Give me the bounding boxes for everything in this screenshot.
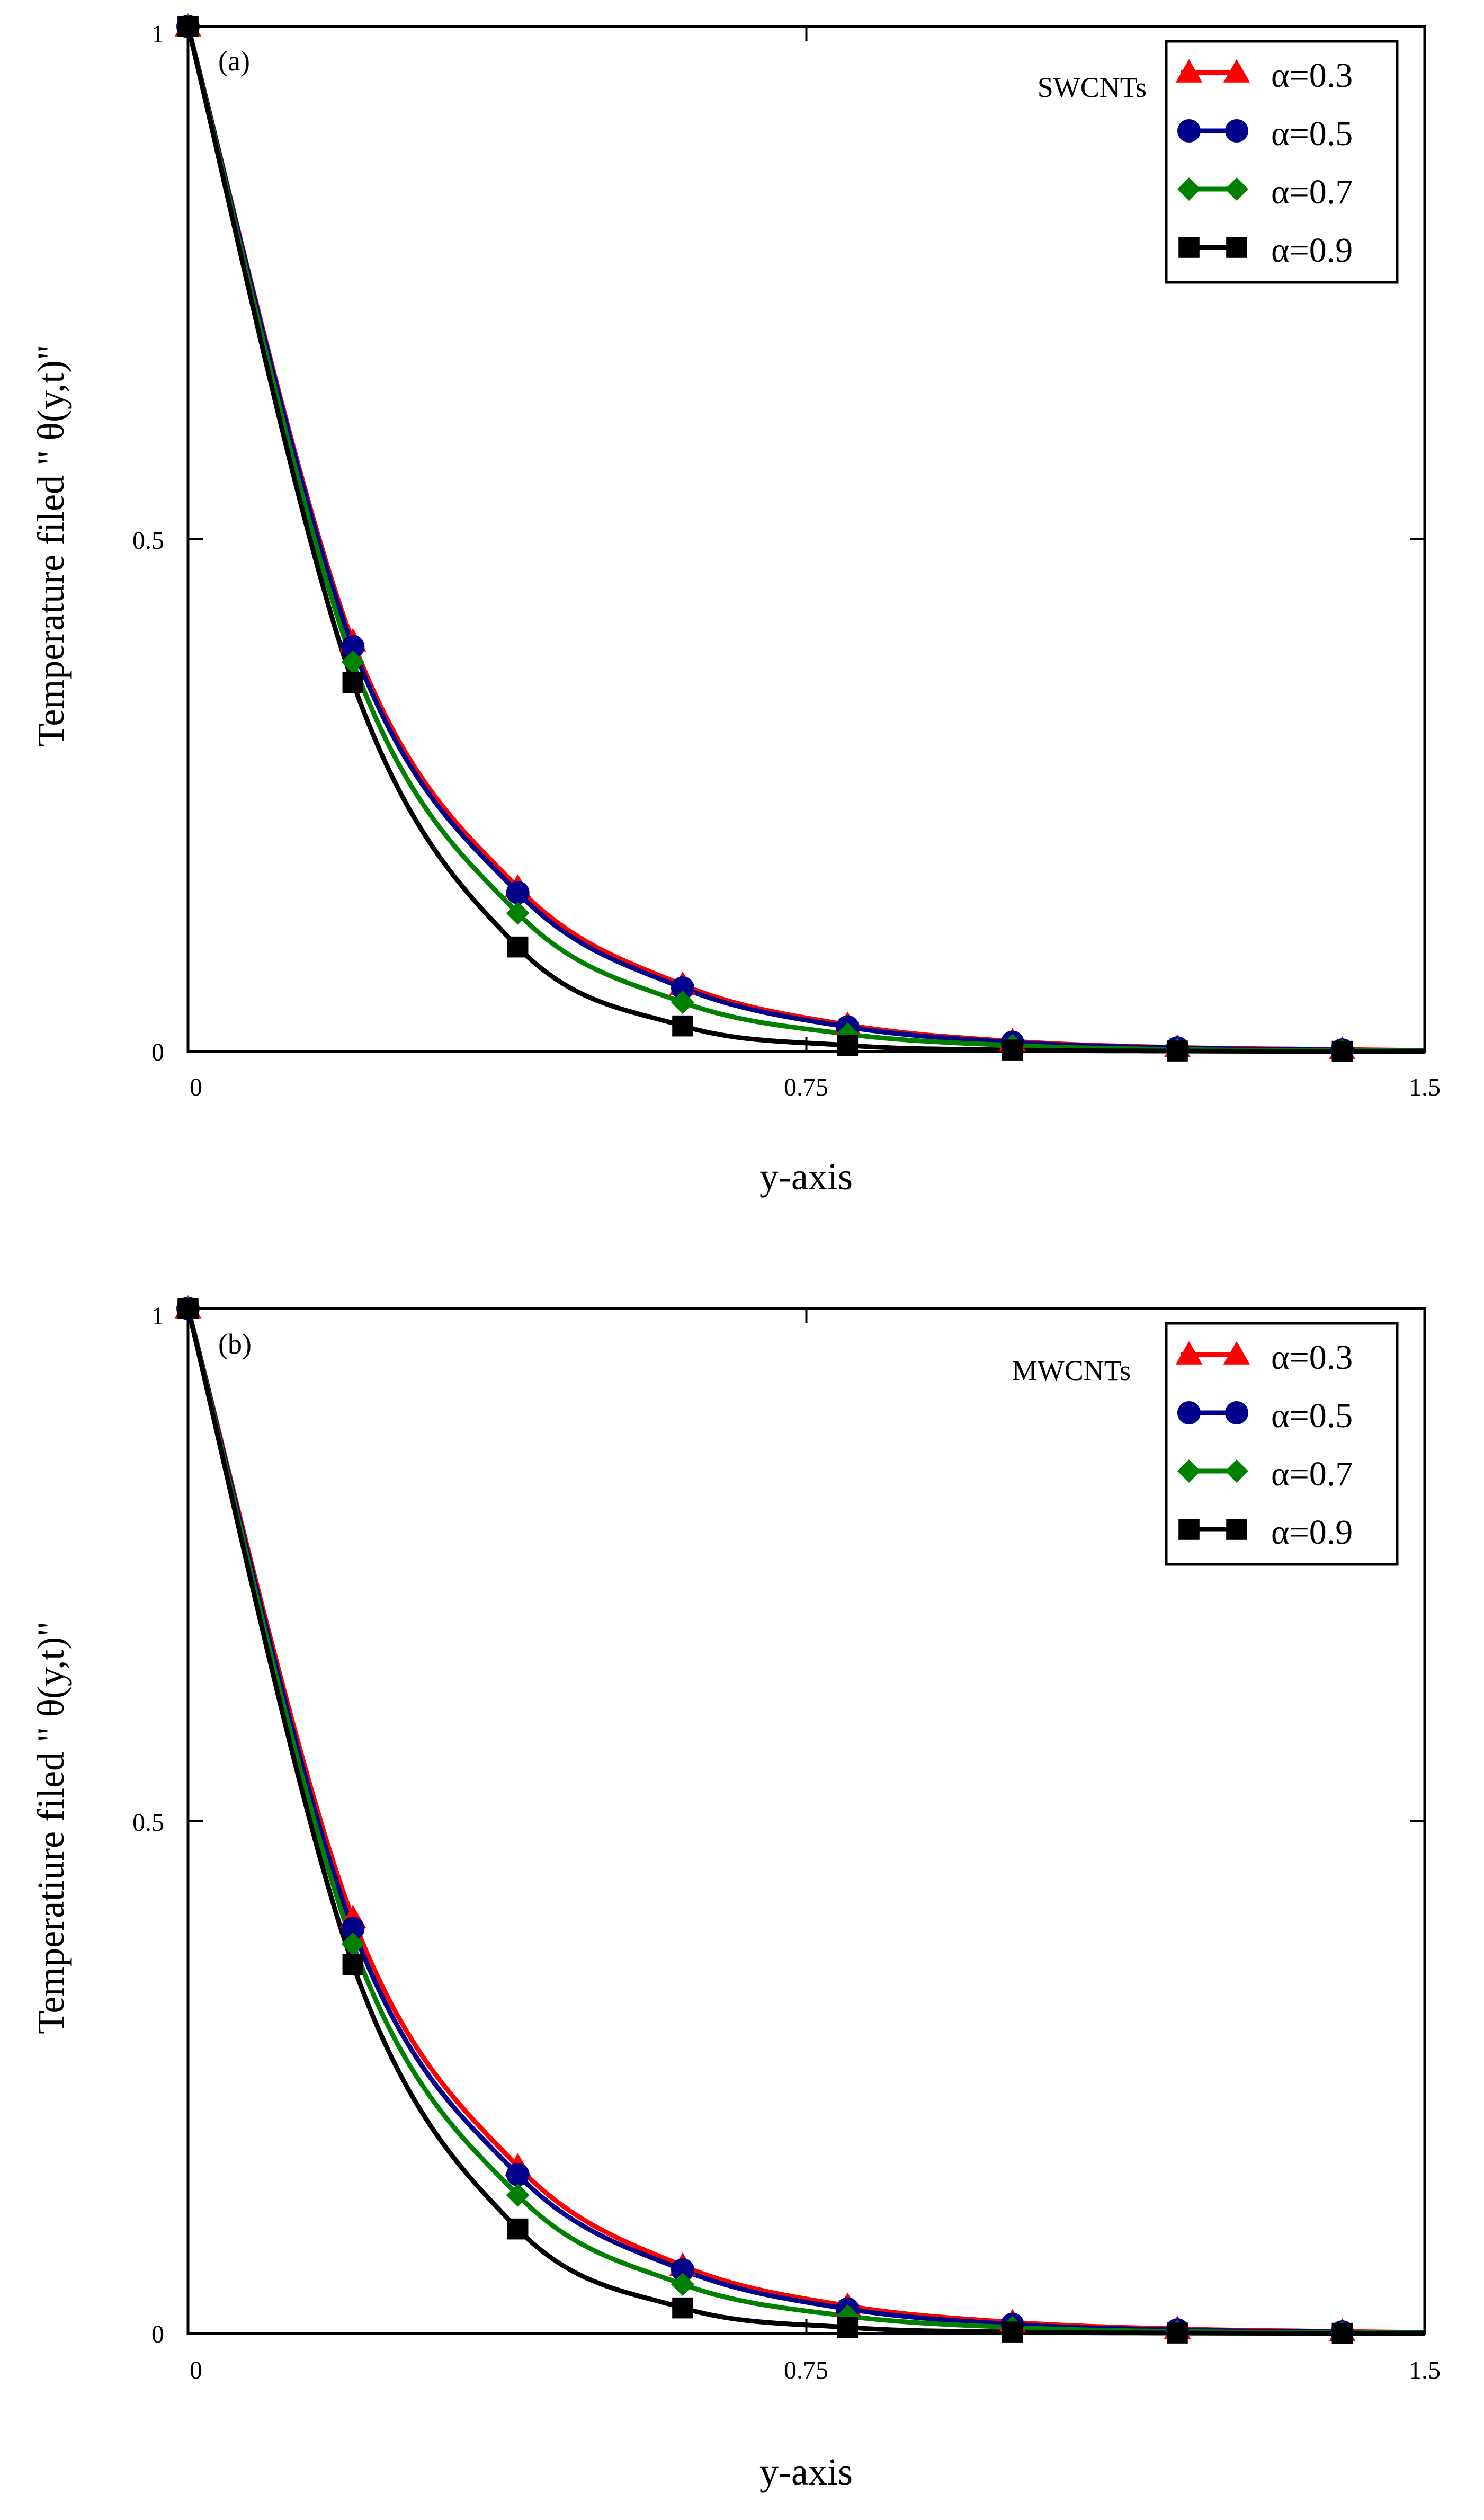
x-tick-label-0: 0 [190, 1073, 202, 1101]
series-line-0-9 [185, 1307, 1425, 2336]
legend-marker-0-5 [1225, 1401, 1248, 1424]
x-axis-label: y-axis [759, 1155, 853, 1198]
data-point-0-9 [1002, 1039, 1023, 1061]
legend-label-alpha-0-7: α=0.7 [1271, 1455, 1353, 1493]
data-point-0-9 [837, 1035, 859, 1056]
data-point-0-9 [1331, 1040, 1353, 1062]
legend-box [1165, 1322, 1399, 1566]
y-tick-label-0: 0 [151, 2320, 164, 2348]
y-tick-label-0-5: 0.5 [132, 1809, 164, 1837]
x-tick-label-1-5: 1.5 [1409, 2356, 1441, 2384]
data-point-0-9 [1002, 2321, 1023, 2343]
data-point-0-5 [341, 1917, 365, 1940]
data-point-0-9 [342, 1954, 364, 1975]
data-point-0-9 [342, 672, 364, 693]
legend: α=0.3 α=0.5 α=0.7 α=0.9 [1165, 40, 1399, 284]
legend-marker-0-5 [1177, 119, 1201, 143]
legend-label-alpha-0-3: α=0.3 [1271, 1338, 1353, 1377]
legend-marker-0-7 [1225, 1459, 1248, 1483]
series-line-0-9 [185, 25, 1425, 1054]
data-point-0-9 [507, 936, 529, 958]
legend-label-alpha-0-5: α=0.5 [1271, 114, 1353, 153]
legend-marker-0-3 [1175, 59, 1203, 83]
x-tick-label-0-75: 0.75 [784, 2356, 828, 2384]
series-layer [174, 1295, 1425, 2345]
data-point-0-9 [837, 2317, 859, 2338]
data-point-0-5 [671, 976, 694, 1000]
x-tick-label-0-75: 0.75 [784, 1073, 828, 1101]
chart-panel-a: 1 0.5 0 0 0.75 1.5 y-axis Temperature fi… [30, 13, 1441, 1198]
data-point-0-5 [671, 2258, 694, 2282]
legend-label-alpha-0-5: α=0.5 [1271, 1396, 1353, 1435]
data-point-0-5 [341, 635, 365, 658]
y-axis-label: Temperature filed " θ(y,t)" [30, 344, 72, 746]
data-point-0-7 [506, 901, 530, 925]
legend-marker-0-9 [1226, 1519, 1247, 1540]
legend: α=0.3 α=0.5 α=0.7 α=0.9 [1165, 1322, 1399, 1566]
data-point-0-9 [672, 1015, 693, 1037]
y-axis-label: Temperatiure filed " θ(y,t)" [30, 1621, 72, 2034]
data-point-0-7 [506, 2183, 530, 2207]
tick-marks [187, 25, 1426, 1053]
legend-label-alpha-0-9: α=0.9 [1271, 1513, 1353, 1552]
data-point-0-9 [507, 2218, 529, 2240]
legend-markers [1175, 1341, 1250, 1540]
data-point-0-9 [672, 2297, 693, 2319]
data-point-0-7 [341, 1932, 365, 1956]
y-tick-label-1: 1 [151, 20, 164, 48]
legend-marker-0-3 [1223, 59, 1250, 83]
fluid-annotation: MWCNTs [1012, 1355, 1131, 1386]
legend-marker-0-9 [1178, 1519, 1200, 1540]
legend-marker-0-7 [1177, 177, 1201, 201]
legend-marker-0-5 [1225, 119, 1248, 143]
legend-label-alpha-0-9: α=0.9 [1271, 231, 1353, 270]
panel-label: (b) [218, 1328, 252, 1360]
legend-marker-0-3 [1223, 1341, 1250, 1365]
legend-markers [1175, 59, 1250, 258]
data-point-0-7 [341, 650, 365, 674]
fluid-annotation: SWCNTs [1038, 72, 1147, 103]
y-tick-label-1: 1 [151, 1302, 164, 1330]
legend-marker-0-9 [1178, 237, 1200, 258]
legend-marker-0-7 [1177, 1459, 1201, 1483]
data-point-0-9 [1167, 2322, 1188, 2344]
data-point-0-7 [671, 991, 694, 1014]
x-tick-label-1-5: 1.5 [1409, 1073, 1441, 1101]
tick-marks [187, 1307, 1426, 2335]
data-point-0-5 [506, 2163, 530, 2187]
data-point-0-7 [671, 2273, 694, 2296]
x-axis-label: y-axis [759, 2451, 853, 2493]
legend-marker-0-7 [1225, 177, 1248, 201]
legend-label-alpha-0-7: α=0.7 [1271, 173, 1353, 211]
panel-label: (a) [218, 45, 250, 77]
data-point-0-9 [1167, 1040, 1188, 1062]
legend-box [1165, 40, 1399, 284]
y-tick-label-0: 0 [151, 1038, 164, 1066]
legend-marker-0-3 [1175, 1341, 1203, 1365]
y-tick-label-0-5: 0.5 [132, 527, 164, 555]
data-point-0-9 [1331, 2322, 1353, 2344]
series-layer [174, 13, 1425, 1063]
legend-label-alpha-0-3: α=0.3 [1271, 56, 1353, 95]
x-tick-label-0: 0 [190, 2356, 202, 2384]
legend-marker-0-5 [1177, 1401, 1201, 1424]
legend-marker-0-9 [1226, 237, 1247, 258]
chart-panel-b: 1 0.5 0 0 0.75 1.5 y-axis Temperatiure f… [30, 1295, 1441, 2493]
data-point-0-5 [506, 881, 530, 905]
